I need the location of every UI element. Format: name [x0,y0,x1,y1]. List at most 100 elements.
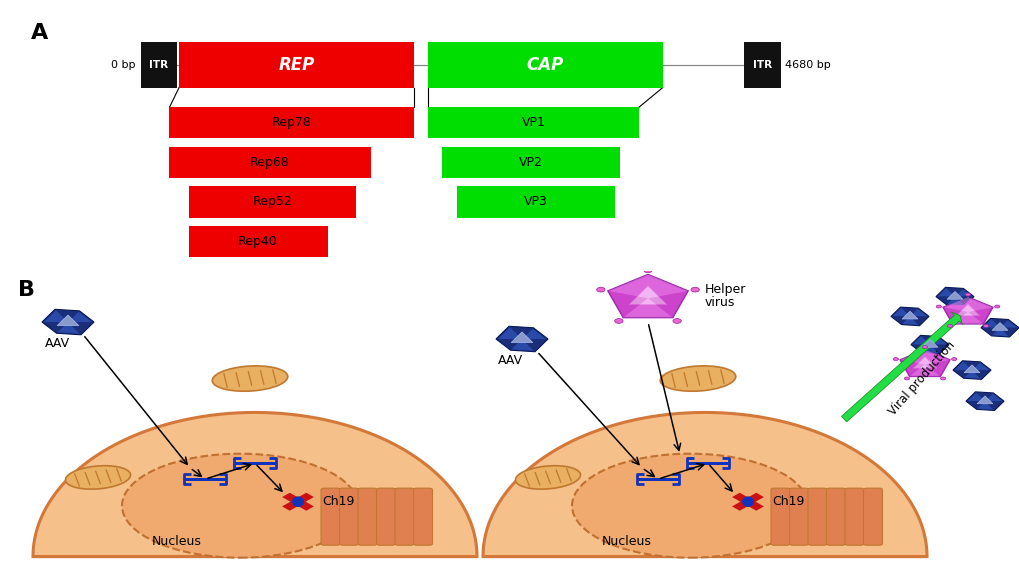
Text: virus: virus [705,295,736,309]
Text: Nucleus: Nucleus [602,534,652,548]
Text: Ch19: Ch19 [322,495,355,508]
Polygon shape [57,315,78,325]
Circle shape [597,287,605,292]
FancyBboxPatch shape [169,107,414,138]
Polygon shape [972,363,989,370]
Polygon shape [913,345,930,352]
Ellipse shape [122,454,358,558]
Polygon shape [629,286,666,305]
Polygon shape [44,322,68,332]
Polygon shape [985,401,1003,410]
FancyBboxPatch shape [376,488,395,545]
Text: AAV: AAV [45,337,70,350]
FancyBboxPatch shape [414,488,432,545]
Circle shape [995,305,1000,308]
Polygon shape [955,297,972,305]
Polygon shape [608,275,688,318]
FancyBboxPatch shape [808,488,827,545]
Polygon shape [991,319,1008,328]
Text: A: A [31,23,48,42]
Polygon shape [44,310,68,322]
FancyBboxPatch shape [428,42,662,88]
Polygon shape [953,312,983,324]
FancyBboxPatch shape [189,186,357,218]
Polygon shape [966,392,1004,410]
Polygon shape [982,319,1000,328]
FancyBboxPatch shape [744,42,781,88]
Polygon shape [42,309,94,335]
Polygon shape [744,493,764,504]
FancyBboxPatch shape [169,147,371,178]
Text: AAV: AAV [498,354,523,367]
FancyBboxPatch shape [826,488,846,545]
Polygon shape [955,362,972,370]
Text: Rep78: Rep78 [272,116,312,129]
Polygon shape [901,308,918,316]
Polygon shape [893,316,910,324]
Polygon shape [948,297,964,305]
Polygon shape [608,275,648,298]
Ellipse shape [65,466,130,489]
Ellipse shape [292,497,304,507]
Polygon shape [982,328,1000,335]
Ellipse shape [516,466,581,489]
Polygon shape [922,340,937,347]
Polygon shape [944,307,968,324]
Polygon shape [972,370,989,379]
Text: 0 bp: 0 bp [111,60,136,70]
FancyBboxPatch shape [179,42,414,88]
Polygon shape [964,370,980,379]
Polygon shape [910,316,927,325]
Polygon shape [910,309,927,316]
FancyBboxPatch shape [442,147,620,178]
Polygon shape [648,275,688,298]
Polygon shape [624,298,673,318]
Text: Rep52: Rep52 [253,195,292,208]
FancyBboxPatch shape [189,226,327,257]
Polygon shape [964,365,980,373]
FancyBboxPatch shape [321,488,340,545]
Circle shape [941,377,946,380]
Polygon shape [56,310,78,322]
Text: VP3: VP3 [524,195,548,208]
FancyBboxPatch shape [687,462,729,465]
Polygon shape [977,401,994,410]
Polygon shape [900,350,950,376]
Polygon shape [68,322,92,334]
Polygon shape [900,350,925,364]
Polygon shape [294,499,314,511]
Polygon shape [930,345,948,353]
Ellipse shape [572,454,808,558]
Text: 4680 bp: 4680 bp [786,60,832,70]
Text: ITR: ITR [753,60,772,70]
Polygon shape [955,370,972,377]
Polygon shape [967,401,985,408]
Polygon shape [944,297,968,312]
Polygon shape [963,362,979,370]
Polygon shape [732,499,752,511]
Polygon shape [902,311,918,319]
Polygon shape [294,493,314,504]
FancyBboxPatch shape [358,488,377,545]
Text: B: B [18,280,35,299]
Polygon shape [925,360,950,376]
Polygon shape [925,350,950,364]
FancyBboxPatch shape [637,477,679,481]
Ellipse shape [742,497,754,507]
Polygon shape [512,332,533,342]
Circle shape [983,324,988,327]
Polygon shape [968,297,993,312]
Polygon shape [744,499,764,511]
Circle shape [673,319,682,323]
Polygon shape [483,412,927,557]
Polygon shape [985,394,1003,401]
Text: REP: REP [278,56,315,74]
Polygon shape [498,327,522,339]
Circle shape [952,358,957,360]
Polygon shape [913,336,930,345]
Circle shape [614,319,623,323]
Text: Rep68: Rep68 [250,156,290,169]
Polygon shape [900,360,925,376]
Polygon shape [953,361,991,379]
Polygon shape [68,312,92,322]
